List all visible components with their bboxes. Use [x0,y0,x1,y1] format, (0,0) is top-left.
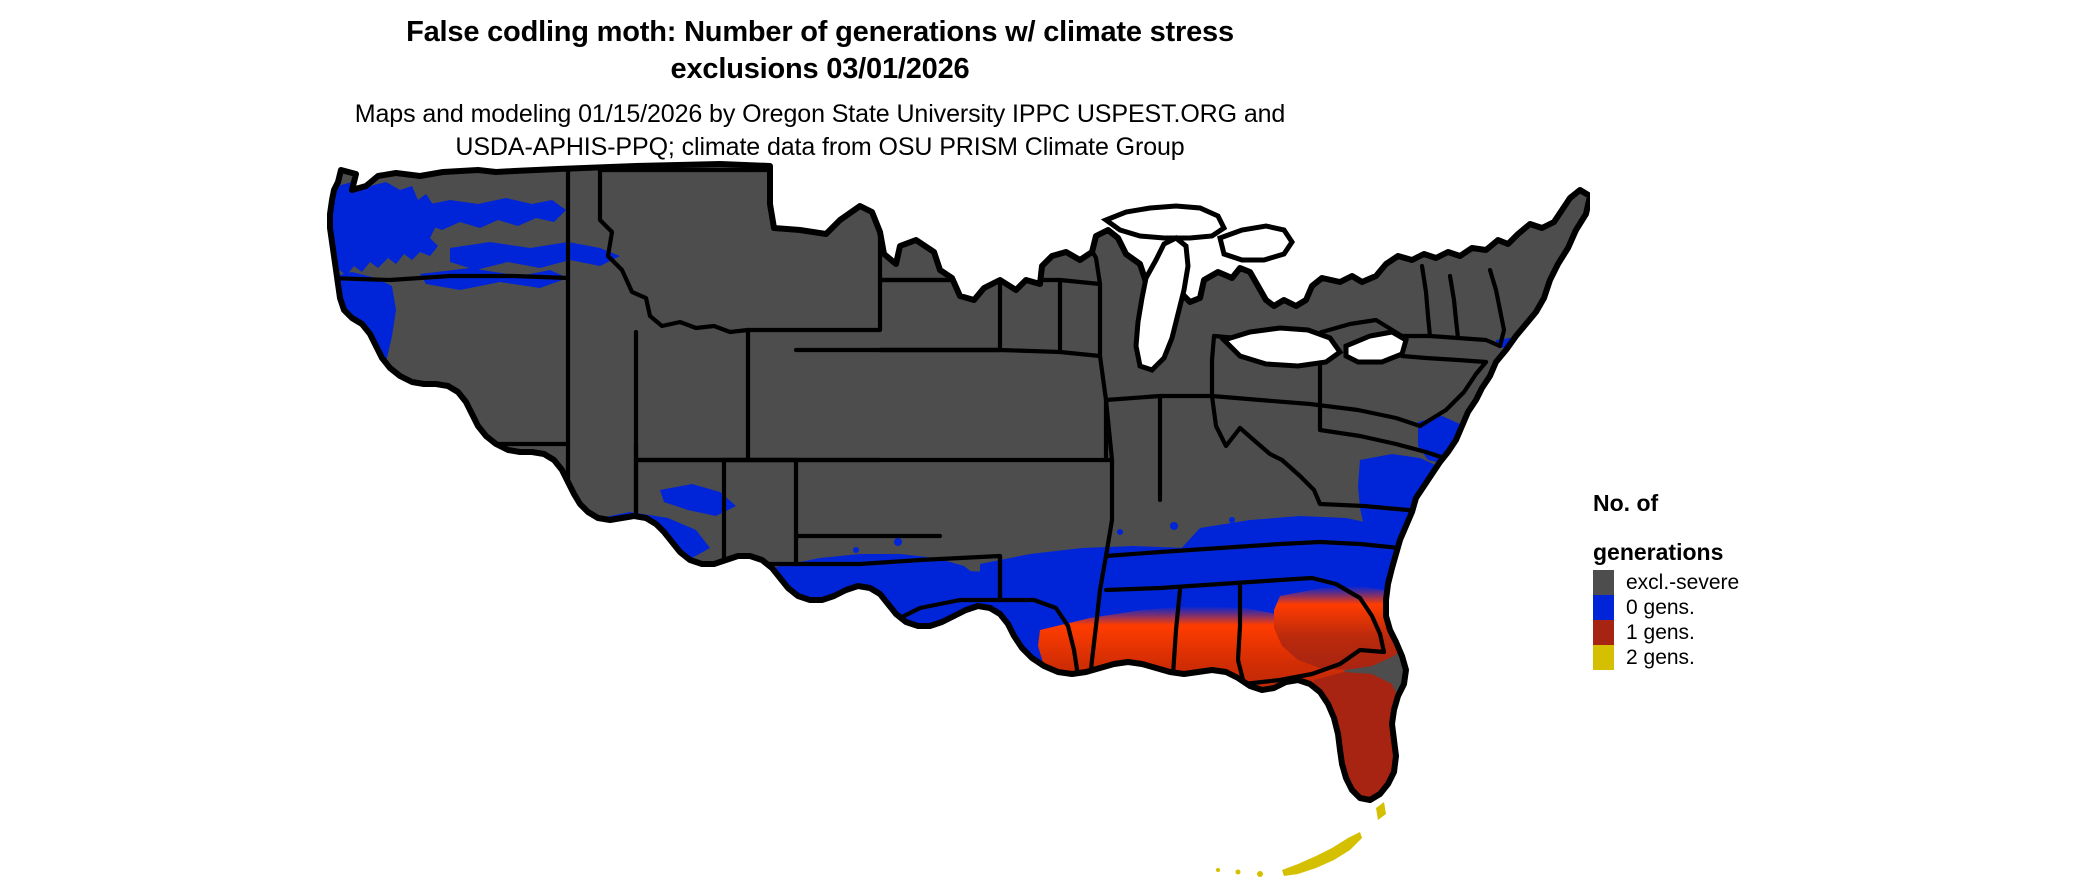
us-map [300,160,1590,892]
legend-item-0-gens[interactable]: 0 gens. [1593,595,1893,621]
legend-item-2-gens[interactable]: 2 gens. [1593,645,1893,671]
legend-label-0-gens: 0 gens. [1626,596,1695,620]
page-subtitle-line-1: Maps and modeling 01/15/2026 by Oregon S… [354,100,1286,129]
page-subtitle: Maps and modeling 01/15/2026 by Oregon S… [230,98,1410,163]
page-title: False codling moth: Number of generation… [230,14,1410,87]
legend-item-excl-severe[interactable]: excl.-severe [1593,570,1893,596]
map-layer-2-gens [1216,802,1386,877]
legend-title-line-1: No. of [1593,489,1659,516]
legend-swatch-1-gen [1593,620,1614,646]
state-boundaries [330,164,1507,697]
legend-label-2-gens: 2 gens. [1626,646,1695,670]
legend-item-1-gen[interactable]: 1 gens. [1593,620,1893,646]
page-title-line-1: False codling moth: Number of generation… [406,16,1234,48]
legend-title-line-2: generations [1593,539,1724,566]
page-title-line-2: exclusions 03/01/2026 [670,52,970,85]
page-subtitle-line-2: USDA-APHIS-PPQ; climate data from OSU PR… [455,132,1185,161]
legend-swatch-excl-severe [1593,570,1614,596]
legend-swatch-2-gens [1593,645,1614,671]
legend-title: No. of generations [1593,466,1893,565]
legend-items: excl.-severe 0 gens. 1 gens. 2 gens. [1593,570,1893,671]
title-block: False codling moth: Number of generation… [230,14,1410,163]
legend-label-1-gen: 1 gens. [1626,621,1695,645]
map-legend: No. of generations excl.-severe 0 gens. … [1593,466,1893,671]
legend-label-excl-severe: excl.-severe [1626,571,1740,595]
legend-swatch-0-gens [1593,595,1614,621]
national-outline [327,161,1590,803]
us-map-svg [327,161,1590,877]
